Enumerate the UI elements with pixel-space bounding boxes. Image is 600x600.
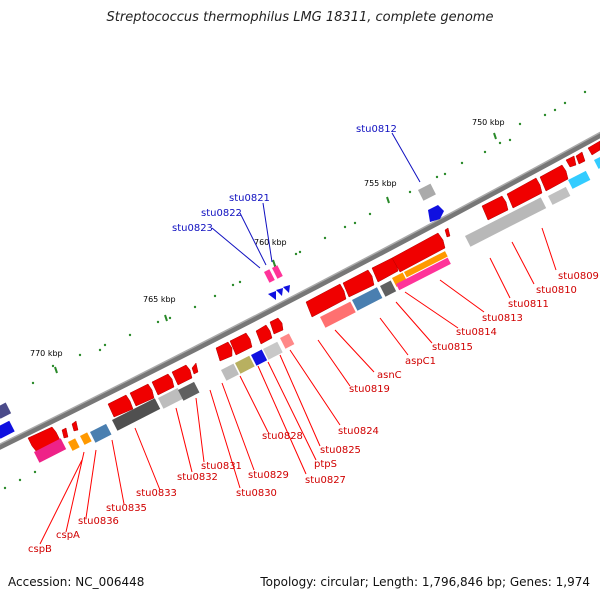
gene-label: stu0822	[201, 208, 242, 219]
label-leaders-blue	[211, 132, 421, 269]
gc-track	[3, 90, 587, 490]
label-leaders	[39, 227, 557, 545]
map-title: Streptococcus thermophilus LMG 18311, co…	[106, 10, 494, 25]
gene-label: stu0827	[305, 475, 346, 486]
reverse-genes	[0, 155, 600, 463]
gene-label: stu0824	[338, 426, 379, 437]
genome-summary: Topology: circular; Length: 1,796,846 bp…	[260, 575, 590, 589]
gene-label: stu0833	[136, 488, 177, 499]
outer-genes	[264, 183, 444, 300]
gene-label: stu0813	[482, 313, 523, 324]
gene-label: stu0825	[320, 445, 361, 456]
forward-genes	[27, 140, 600, 452]
gene-label: cspA	[56, 530, 80, 541]
kbp-label: 750 kbp	[472, 118, 505, 127]
gene-label: asnC	[377, 370, 402, 381]
kbp-label: 765 kbp	[143, 295, 176, 304]
kbp-ticks	[54, 132, 497, 374]
gene-label: stu0819	[349, 384, 390, 395]
gene-label: stu0832	[177, 472, 218, 483]
gene-label: stu0829	[248, 470, 289, 481]
accession-label: Accession: NC_006448	[8, 575, 145, 589]
gene-label: cspB	[28, 544, 52, 555]
gene-label: stu0828	[262, 431, 303, 442]
gene-label: stu0812	[356, 124, 397, 135]
gene-label: stu0815	[432, 342, 473, 353]
gene-label: stu0810	[536, 285, 577, 296]
chromosome-backbone	[0, 132, 600, 450]
gene-label: aspC1	[405, 356, 436, 367]
gene-label: stu0835	[106, 503, 147, 514]
gene-label: stu0809	[558, 271, 599, 282]
gene-label: stu0830	[236, 488, 277, 499]
kbp-label: 755 kbp	[364, 179, 397, 188]
kbp-label: 770 kbp	[30, 349, 63, 358]
gene-label: stu0814	[456, 327, 497, 338]
gene-label: ptpS	[314, 459, 337, 470]
gene-label: stu0831	[201, 461, 242, 472]
gene-label: stu0821	[229, 193, 270, 204]
kbp-label: 760 kbp	[254, 238, 287, 247]
gene-label: stu0811	[508, 299, 549, 310]
gene-label: stu0823	[172, 223, 213, 234]
gene-label: stu0836	[78, 516, 119, 527]
